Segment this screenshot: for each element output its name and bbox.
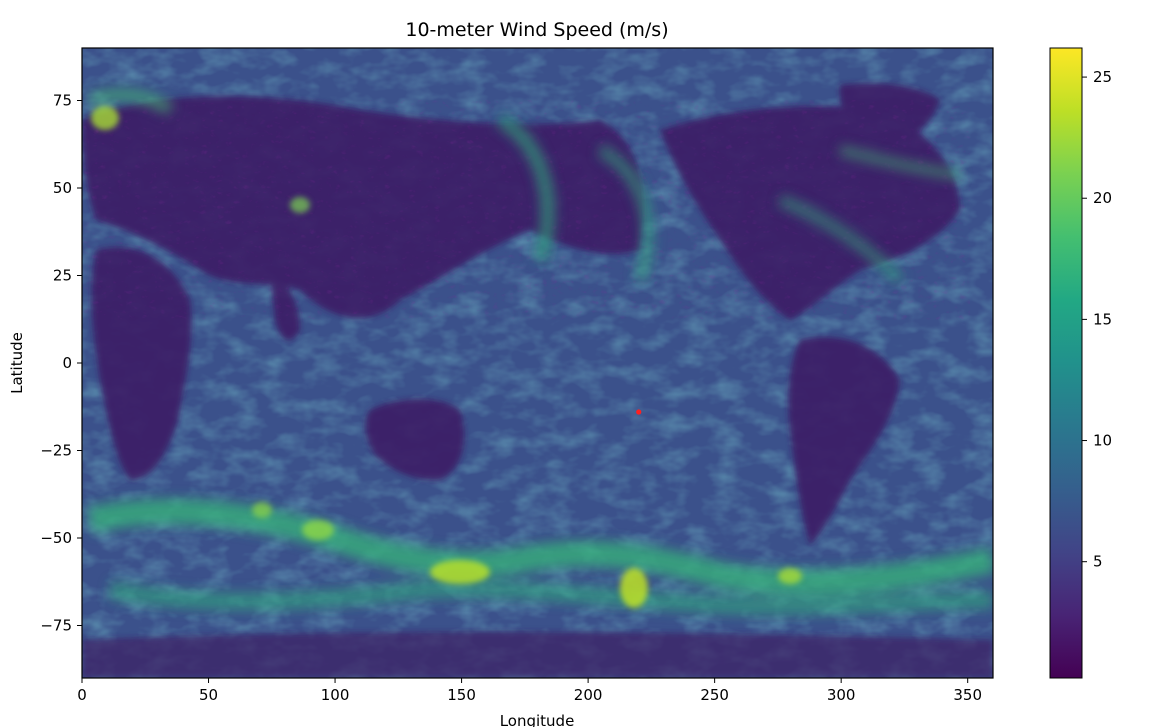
wind-belts (87, 88, 993, 616)
chart-title: 10-meter Wind Speed (m/s) (405, 19, 668, 41)
x-tick-label: 50 (199, 686, 218, 704)
y-tick-label: −25 (40, 442, 72, 460)
colorbar-tick-label: 25 (1093, 68, 1112, 86)
y-tick-label: 50 (53, 179, 72, 197)
colorbar: 5 10 15 20 25 (1049, 47, 1112, 679)
colorbar-tick-label: 10 (1093, 432, 1112, 450)
y-tick-label: 25 (53, 267, 72, 285)
x-tick-label: 350 (953, 686, 982, 704)
x-axis-label: Longitude (500, 712, 575, 727)
colorbar-gradient (1050, 48, 1082, 678)
x-tick-label: 200 (574, 686, 603, 704)
colorbar-tick-label: 20 (1093, 189, 1112, 207)
y-axis: 75 50 25 0 −25 −50 −75 (40, 92, 82, 635)
x-tick-label: 150 (447, 686, 476, 704)
x-tick-label: 100 (321, 686, 350, 704)
y-tick-label: −75 (40, 617, 72, 635)
y-tick-label: 0 (62, 354, 72, 372)
heatmap-field (82, 48, 993, 678)
y-axis-label: Latitude (8, 332, 26, 394)
storm-hotspots (91, 106, 802, 608)
x-tick-label: 0 (77, 686, 87, 704)
colorbar-frame (1049, 47, 1083, 679)
y-tick-label: 75 (53, 92, 72, 110)
colorbar-tick-label: 5 (1093, 553, 1103, 571)
x-axis: 0 50 100 150 200 250 300 350 (77, 678, 982, 704)
colorbar-ticks: 5 10 15 20 25 (1082, 68, 1112, 571)
y-tick-label: −50 (40, 529, 72, 547)
colorbar-tick-label: 15 (1093, 310, 1112, 328)
x-tick-label: 250 (700, 686, 729, 704)
location-marker (636, 409, 642, 415)
x-tick-label: 300 (827, 686, 856, 704)
